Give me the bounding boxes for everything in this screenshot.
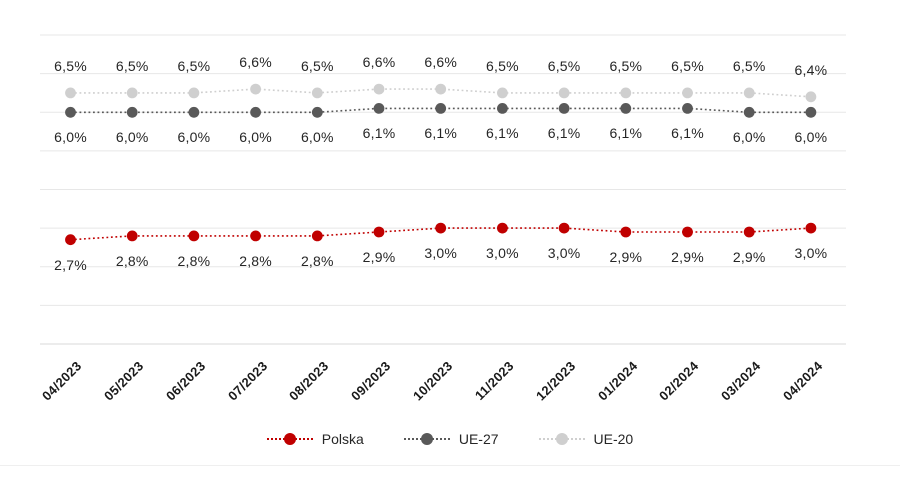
data-point-marker [805,106,817,118]
chart-legend: Polska UE-27 UE-20 [0,431,900,447]
data-point-marker [373,226,385,238]
data-point-marker [188,106,200,118]
data-label: 2,8% [300,252,334,269]
data-point-marker [620,87,632,99]
data-label: 6,5% [115,57,149,74]
data-point-marker [65,87,76,99]
legend-item-polska: Polska [266,431,364,447]
data-point-marker [743,226,755,238]
data-label: 6,1% [671,125,704,142]
data-label: 6,6% [424,54,458,71]
data-point-marker [805,91,817,103]
data-point-marker [743,87,755,99]
data-label: 2,8% [115,252,149,269]
data-label: 3,0% [424,245,458,262]
data-label: 6,0% [54,129,87,146]
data-label: 6,0% [794,129,828,146]
data-label: 2,8% [239,252,272,269]
data-point-marker [558,87,570,99]
legend-dot-icon [420,433,433,445]
data-point-marker [250,106,261,118]
data-point-marker [126,230,138,242]
data-label: 6,0% [177,129,211,146]
data-point-marker [311,87,323,99]
data-point-marker [435,222,447,234]
legend-marker-icon [538,433,585,445]
data-label: 6,1% [486,125,519,142]
legend-item-ue-20: UE-20 [538,431,634,447]
data-label: 2,9% [609,248,643,265]
data-label: 6,1% [547,125,581,142]
data-label: 2,9% [362,248,396,265]
data-label: 3,0% [547,245,581,262]
data-label: 6,5% [547,57,581,74]
data-label: 6,0% [300,129,334,146]
data-label: 6,5% [732,57,766,74]
data-point-marker [620,103,632,114]
legend-marker-icon [266,433,313,445]
data-point-marker [65,106,76,118]
data-point-marker [188,230,200,242]
data-label: 6,5% [300,57,334,74]
data-point-marker [682,87,693,99]
data-label: 2,8% [177,252,211,269]
data-point-marker [311,106,323,118]
legend-marker-icon [403,433,450,445]
data-point-marker [250,230,261,242]
data-label: 2,9% [732,248,766,265]
data-label: 6,5% [54,57,87,74]
data-point-marker [743,106,755,118]
data-point-marker [65,234,76,246]
legend-dot-icon [283,433,296,445]
legend-label: UE-20 [593,431,634,447]
data-point-marker [126,106,138,118]
data-label: 6,5% [486,57,519,74]
data-point-marker [435,103,447,114]
data-point-marker [558,103,570,114]
data-label: 2,7% [54,256,87,273]
data-point-marker [373,103,385,114]
data-label: 2,9% [671,248,704,265]
data-point-marker [188,87,200,99]
data-point-marker [435,83,447,95]
data-label: 3,0% [486,245,519,262]
data-label: 6,6% [239,54,272,71]
data-point-marker [373,83,385,95]
data-point-marker [620,226,632,238]
legend-label: UE-27 [458,431,499,447]
data-label: 3,0% [794,245,828,262]
legend-label: Polska [321,431,364,447]
data-point-marker [682,103,693,114]
legend-dot-icon [555,433,568,445]
data-label: 6,5% [609,57,643,74]
data-label: 6,1% [609,125,643,142]
data-label: 6,5% [671,57,704,74]
legend-item-ue-27: UE-27 [403,431,499,447]
data-point-marker [126,87,138,99]
data-point-marker [497,222,508,234]
data-point-marker [558,222,570,234]
data-point-marker [805,222,817,234]
data-point-marker [497,103,508,114]
data-point-marker [250,83,261,95]
data-label: 6,0% [239,129,272,146]
data-point-marker [497,87,508,99]
data-label: 6,6% [362,54,396,71]
data-label: 6,1% [362,125,396,142]
data-label: 6,0% [732,129,766,146]
data-label: 6,1% [424,125,458,142]
data-point-marker [311,230,323,242]
bottom-separator [0,465,900,466]
data-label: 6,5% [177,57,211,74]
data-label: 6,4% [794,61,828,78]
data-point-marker [682,226,693,238]
data-label: 6,0% [115,129,149,146]
